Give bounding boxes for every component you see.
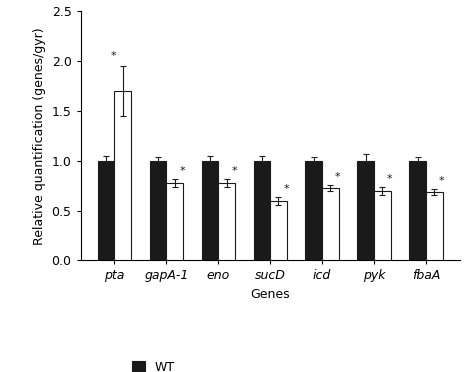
Bar	[166, 183, 183, 260]
Text: *: *	[231, 166, 237, 176]
Bar	[410, 161, 426, 260]
Text: *: *	[335, 171, 341, 182]
Bar	[218, 183, 235, 260]
Text: *: *	[387, 174, 392, 184]
Bar	[98, 161, 114, 260]
Text: *: *	[179, 166, 185, 176]
Bar	[374, 190, 391, 260]
Y-axis label: Relative quantification (genes/gyr): Relative quantification (genes/gyr)	[33, 27, 46, 245]
Bar	[322, 187, 339, 260]
Text: *: *	[439, 176, 445, 186]
Text: *: *	[283, 184, 289, 193]
Legend: WT, SAE: WT, SAE	[132, 361, 180, 372]
Bar	[357, 161, 374, 260]
Text: *: *	[111, 51, 117, 61]
Bar	[150, 161, 166, 260]
Bar	[305, 161, 322, 260]
Bar	[270, 201, 287, 260]
Bar	[254, 161, 270, 260]
Bar	[114, 91, 131, 260]
X-axis label: Genes: Genes	[250, 288, 290, 301]
Bar	[201, 161, 218, 260]
Bar	[426, 192, 443, 260]
